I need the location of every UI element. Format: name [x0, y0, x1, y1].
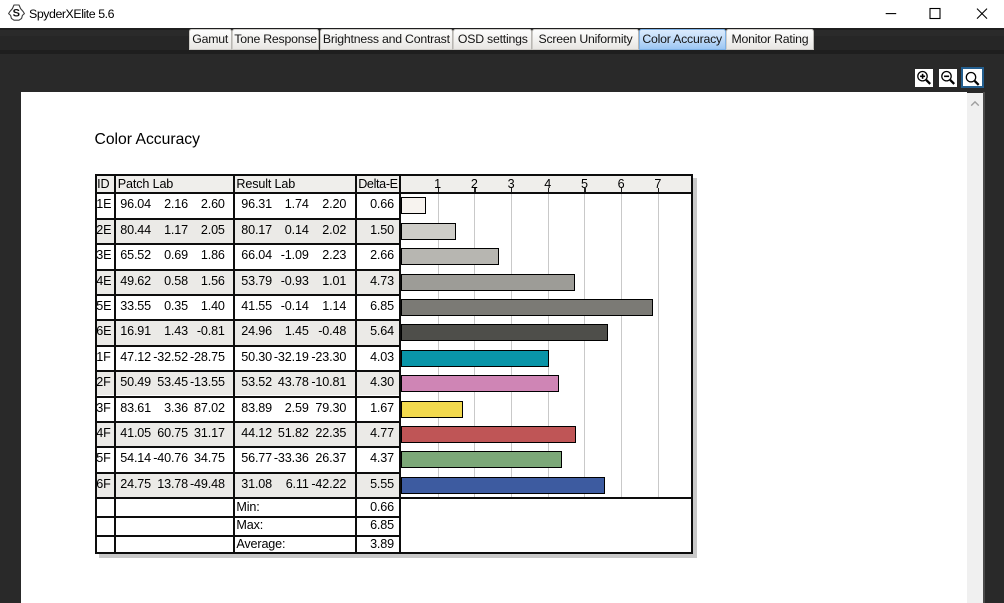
- svg-text:S: S: [13, 8, 20, 20]
